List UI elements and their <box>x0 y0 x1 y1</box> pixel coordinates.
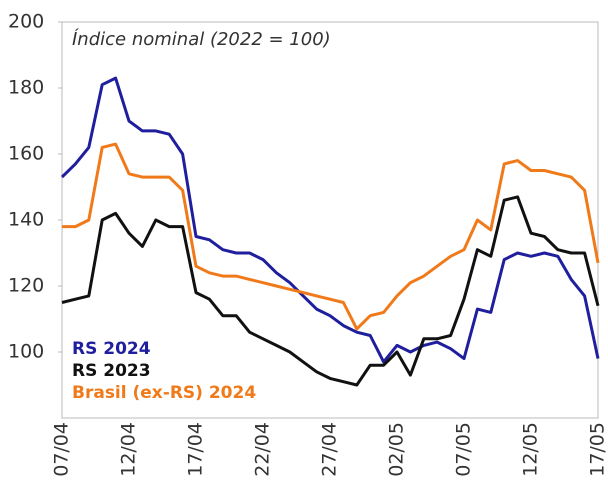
y-tick-label: 120 <box>8 275 44 297</box>
legend-label: Brasil (ex-RS) 2024 <box>72 383 256 403</box>
x-tick-label: 07/05 <box>453 422 475 477</box>
y-tick-label: 200 <box>8 11 44 33</box>
x-tick-label: 02/05 <box>386 422 408 477</box>
legend-label: RS 2023 <box>72 361 151 381</box>
x-tick-label: 07/04 <box>51 422 73 477</box>
series-line <box>61 195 600 387</box>
x-tick-label: 12/05 <box>520 422 542 477</box>
series-line <box>62 142 600 331</box>
chart-title: Índice nominal (2022 = 100) <box>72 28 331 50</box>
y-tick-label: 160 <box>8 143 44 165</box>
x-tick-label: 17/05 <box>587 422 608 477</box>
x-tick-label: 27/04 <box>319 422 341 477</box>
y-tick-label: 180 <box>8 77 44 99</box>
x-tick-label: 22/04 <box>252 422 274 477</box>
x-tick-label: 12/04 <box>118 422 140 477</box>
legend-label: RS 2024 <box>72 339 151 359</box>
x-tick-label: 17/04 <box>185 422 207 477</box>
y-tick-label: 100 <box>8 341 44 363</box>
series-line <box>60 76 600 364</box>
y-tick-label: 140 <box>8 209 44 231</box>
